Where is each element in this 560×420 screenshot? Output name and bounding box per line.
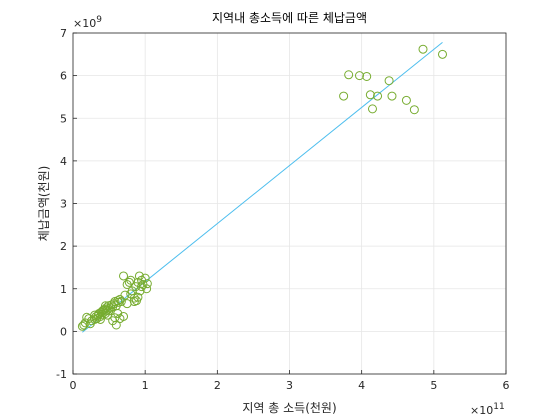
data-point bbox=[95, 314, 105, 324]
data-point bbox=[135, 286, 145, 296]
y-tick-label: 4 bbox=[60, 155, 67, 168]
x-tick-label: 1 bbox=[142, 379, 149, 392]
data-point bbox=[142, 284, 152, 294]
data-point bbox=[409, 105, 419, 115]
data-point bbox=[140, 273, 150, 283]
data-point bbox=[79, 320, 89, 330]
data-point bbox=[100, 301, 110, 311]
data-point bbox=[90, 310, 100, 320]
data-point bbox=[120, 290, 130, 300]
chart-title: 지역내 총소득에 따른 체납금액 bbox=[212, 11, 367, 25]
y-axis-ticks: -1 0 1 2 3 4 5 6 7 bbox=[56, 27, 77, 381]
y-tick-label: 3 bbox=[60, 198, 67, 211]
data-point bbox=[126, 289, 136, 299]
data-point bbox=[339, 91, 349, 101]
data-point bbox=[344, 70, 354, 80]
data-point bbox=[365, 90, 375, 100]
data-point bbox=[142, 279, 152, 289]
data-point bbox=[362, 71, 372, 81]
y-tick-label: 0 bbox=[60, 325, 67, 338]
x-exponent-label: ×1011 bbox=[470, 402, 505, 417]
data-point bbox=[134, 271, 144, 281]
data-point bbox=[119, 311, 129, 321]
y-tick-label: 1 bbox=[60, 283, 67, 296]
y-tick-label: 5 bbox=[60, 112, 67, 125]
x-tick-label: 2 bbox=[214, 379, 221, 392]
x-tick-label: 3 bbox=[286, 379, 293, 392]
data-point bbox=[387, 91, 397, 101]
y-axis-label: 체납금액(천원) bbox=[36, 166, 51, 242]
x-tick-label: 4 bbox=[358, 379, 365, 392]
x-axis-ticks: 0 1 2 3 4 5 6 bbox=[70, 370, 510, 392]
data-point bbox=[373, 91, 383, 101]
x-tick-label: 5 bbox=[430, 379, 437, 392]
data-point bbox=[418, 44, 428, 54]
data-point bbox=[110, 313, 120, 323]
y-tick-label: -1 bbox=[56, 368, 67, 381]
y-tick-label: 2 bbox=[60, 240, 67, 253]
y-tick-label: 6 bbox=[60, 70, 67, 83]
y-tick-label: 7 bbox=[60, 27, 67, 40]
data-point bbox=[367, 104, 377, 114]
y-exponent-label: ×109 bbox=[73, 15, 102, 30]
data-point bbox=[132, 296, 142, 306]
data-point bbox=[124, 277, 134, 287]
x-axis-label: 지역 총 소득(천원) bbox=[242, 400, 336, 415]
x-tick-label: 6 bbox=[503, 379, 510, 392]
data-points bbox=[77, 44, 447, 331]
data-point bbox=[437, 49, 447, 59]
data-point bbox=[355, 71, 365, 81]
data-point bbox=[401, 95, 411, 105]
data-point bbox=[119, 271, 129, 281]
x-tick-label: 0 bbox=[70, 379, 77, 392]
data-point bbox=[137, 282, 147, 292]
data-point bbox=[384, 76, 394, 86]
